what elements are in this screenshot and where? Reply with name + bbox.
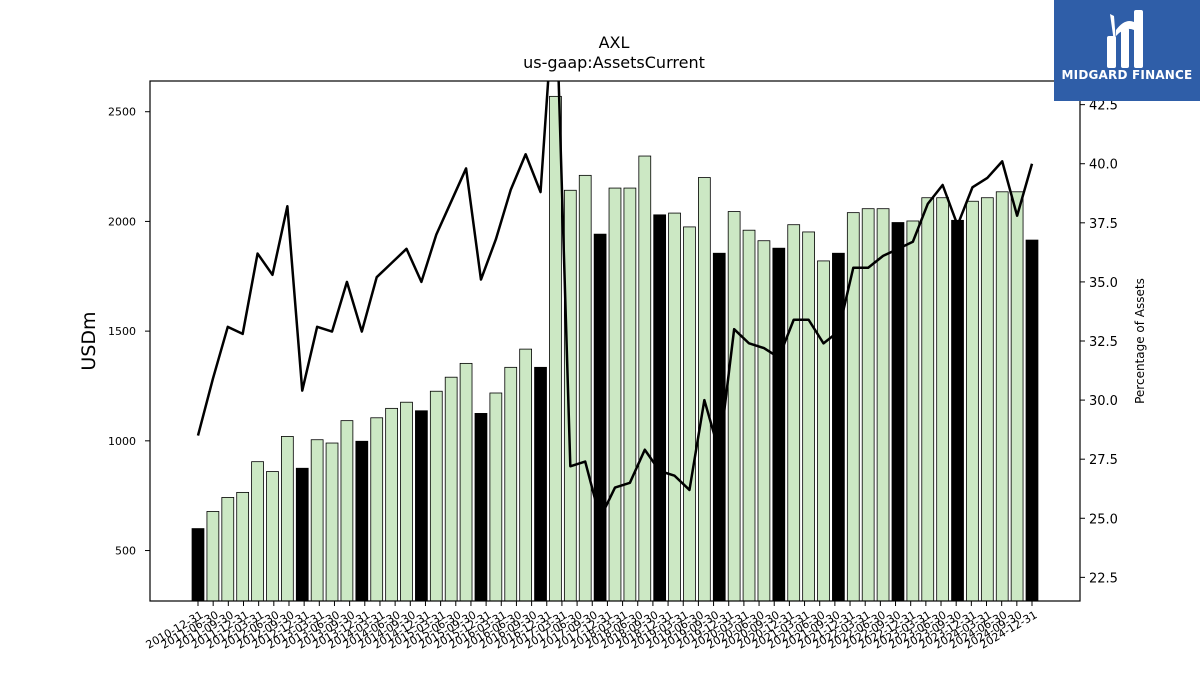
bar bbox=[221, 497, 235, 602]
y2-tick-label: 42.5 bbox=[1089, 99, 1118, 114]
bar bbox=[474, 413, 488, 602]
y-axis-right: 22.5 25.0 27.5 30.0 32.5 35.0 37.5 40.0 42.5 bbox=[1080, 99, 1118, 586]
bar bbox=[757, 240, 771, 602]
y-tick-label: 2500 bbox=[108, 106, 136, 119]
y2-tick-label: 35.0 bbox=[1089, 276, 1118, 291]
y-axis-label: USDm bbox=[78, 311, 100, 370]
y2-tick-label: 27.5 bbox=[1089, 453, 1118, 468]
bar bbox=[802, 231, 815, 602]
bar bbox=[772, 247, 786, 602]
bar bbox=[459, 362, 473, 602]
bar bbox=[385, 407, 398, 602]
y2-tick-label: 30.0 bbox=[1089, 394, 1118, 409]
bar bbox=[519, 348, 533, 602]
y-tick-label: 500 bbox=[115, 545, 136, 558]
bar bbox=[578, 174, 592, 602]
y2-tick-label: 32.5 bbox=[1089, 335, 1118, 350]
bar bbox=[236, 491, 250, 602]
y-tick-label: 1500 bbox=[108, 325, 136, 338]
bar bbox=[668, 212, 681, 602]
bar bbox=[698, 177, 711, 602]
bar bbox=[936, 197, 950, 602]
bar bbox=[280, 436, 294, 602]
bar bbox=[370, 417, 384, 602]
bar bbox=[995, 191, 1009, 602]
bar bbox=[906, 220, 920, 602]
y2-tick-label: 37.5 bbox=[1089, 217, 1118, 232]
bar bbox=[653, 214, 667, 602]
bar bbox=[310, 439, 324, 602]
midgard-finance-logo: MIDGARD FINANCE bbox=[1054, 0, 1200, 101]
bar bbox=[787, 224, 801, 602]
y-tick-label: 2000 bbox=[108, 215, 136, 228]
bar bbox=[1010, 191, 1024, 602]
percentage-line bbox=[196, 81, 1034, 520]
x-axis: 2010-12-312011-06-302011-09-302011-12-31… bbox=[144, 601, 1040, 652]
y2-tick-label: 40.0 bbox=[1089, 158, 1118, 173]
bar bbox=[876, 208, 890, 602]
bar bbox=[817, 260, 830, 602]
bar bbox=[1025, 239, 1039, 602]
bar-series bbox=[191, 95, 1039, 602]
bar bbox=[951, 219, 964, 602]
bar bbox=[563, 189, 577, 602]
bar bbox=[966, 200, 979, 602]
y-tick-label: 1000 bbox=[108, 435, 136, 448]
y-axis-left: 500 1000 1500 2000 2500 bbox=[108, 106, 150, 558]
bar bbox=[206, 511, 220, 602]
bar bbox=[980, 197, 994, 602]
bar bbox=[891, 222, 905, 602]
bar bbox=[683, 226, 696, 602]
bar bbox=[191, 528, 205, 602]
bar bbox=[549, 95, 562, 602]
bar bbox=[355, 440, 369, 602]
bar bbox=[593, 233, 607, 602]
bar bbox=[325, 442, 339, 602]
bar bbox=[608, 187, 622, 602]
logo-text: MIDGARD FINANCE bbox=[1061, 68, 1193, 82]
bar bbox=[340, 420, 354, 602]
bar bbox=[429, 390, 443, 602]
chart-subtitle: us-gaap:AssetsCurrent bbox=[523, 53, 705, 72]
bar bbox=[727, 211, 741, 602]
bar bbox=[504, 366, 518, 602]
bar bbox=[489, 392, 503, 602]
bar bbox=[921, 197, 935, 602]
bar bbox=[266, 471, 279, 602]
bar bbox=[251, 461, 264, 602]
y2-tick-label: 22.5 bbox=[1089, 571, 1118, 586]
bar bbox=[400, 401, 413, 602]
bar bbox=[295, 467, 309, 602]
bar bbox=[444, 376, 458, 602]
bar bbox=[742, 229, 756, 602]
midgard-logo-icon bbox=[1107, 10, 1143, 68]
bar bbox=[415, 410, 428, 602]
bar bbox=[832, 252, 845, 602]
y2-axis-label: Percentage of Assets bbox=[1133, 278, 1147, 404]
y2-tick-label: 25.0 bbox=[1089, 512, 1118, 527]
chart-title: AXL bbox=[599, 33, 630, 52]
bar bbox=[638, 155, 652, 602]
line-series bbox=[196, 81, 1034, 520]
bar bbox=[534, 366, 547, 602]
bar bbox=[623, 187, 637, 602]
